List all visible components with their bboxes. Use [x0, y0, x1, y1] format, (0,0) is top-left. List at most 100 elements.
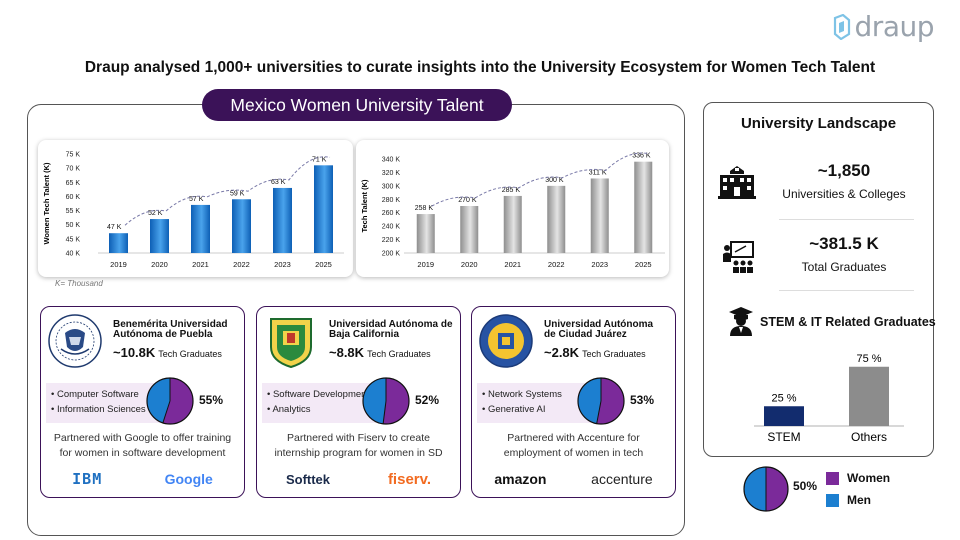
partnership-text: Partnered with Google to offer training … [41, 431, 244, 461]
university-name-line-1: Universidad Autónoma [544, 319, 654, 330]
university-name: Universidad Autónoma de Ciudad Juárez [544, 320, 674, 340]
tech-graduates: ~2.8K Tech Graduates [544, 345, 646, 360]
pie-slice-women [766, 467, 788, 511]
skills-box: • Network Systems • Generative AI [477, 383, 594, 423]
skill-item: • Information Sciences [51, 404, 146, 415]
partnership-line-1: Partnered with Accenture for [507, 432, 640, 444]
partner-logos: amazon accenture [472, 469, 675, 489]
ciudad-juarez-seal-icon [479, 314, 533, 368]
y-tick-label: 75 K [66, 152, 81, 159]
skill-item: • Generative AI [482, 404, 546, 415]
tech-graduates-label: Tech Graduates [582, 349, 646, 359]
universities-label: Universities & Colleges [782, 187, 906, 201]
university-card-baja-california: Universidad Autónoma de Baja California … [256, 306, 461, 498]
stem-chart-title: STEM & IT Related Graduates [760, 315, 936, 329]
women-share-label: 52% [415, 393, 440, 407]
pie-slice-women [596, 378, 624, 424]
legend-women: Women [826, 471, 890, 485]
bar [150, 219, 169, 253]
bar-value-label: 300 K [545, 177, 564, 184]
legend-women-swatch [826, 471, 839, 485]
bar-value-label: 258 K [415, 205, 434, 212]
university-landscape-panel: University Landscape ~1,850 Universities… [703, 102, 936, 457]
tech-graduates-value: ~2.8K [544, 345, 580, 360]
bar [109, 233, 128, 253]
bar-value-label: 75 % [856, 353, 881, 365]
draup-logo-text: draup [854, 10, 935, 43]
partner-logos: Softtek fiserv. [257, 469, 460, 489]
women-tech-talent-chart-card: Women Tech Talent (K) 40 K 45 K 50 K 55 K 60 … [38, 140, 353, 277]
legend-pie-label: 50% [793, 479, 818, 493]
partnership-line-2: for women in software development [59, 447, 226, 459]
teacher-students-icon [723, 241, 754, 273]
bar-value-label: 270 K [458, 197, 477, 204]
y-tick-label: 40 K [66, 251, 81, 258]
women-share-pie [577, 377, 625, 425]
skill-item: • Computer Software [51, 389, 139, 400]
university-name-line-1: Benemérita Universidad [113, 319, 228, 330]
graduates-label: Total Graduates [801, 260, 887, 274]
legend-women-label: Women [847, 471, 891, 485]
partnership-text: Partnered with Fiserv to create internsh… [257, 431, 460, 461]
bar [849, 366, 889, 426]
puebla-seal-icon [48, 314, 102, 368]
universities-count: ~1,850 [817, 161, 871, 180]
stem-vs-others-chart: 25 % STEM 75 % Others [754, 353, 904, 444]
bar [547, 185, 566, 253]
legend-pie [743, 466, 789, 512]
y-tick-label: 340 K [382, 157, 401, 164]
x-tick-label: 2023 [591, 260, 608, 269]
unit-note: K= Thousand [55, 279, 103, 288]
pie-divider [596, 400, 602, 424]
skills-box: • Software Development • Analytics [262, 383, 379, 423]
bar-value-label: 63 K [271, 179, 286, 186]
tech-graduates-value: ~10.8K [113, 345, 156, 360]
x-tick-label: 2022 [548, 260, 565, 269]
y-axis-label: Women Tech Talent (K) [42, 162, 51, 245]
tech-graduates-label: Tech Graduates [158, 349, 222, 359]
bar [460, 206, 479, 253]
university-name-line-2: de Ciudad Juárez [544, 329, 627, 340]
ibm-logo: IBM [72, 470, 103, 488]
bar [503, 195, 522, 253]
bar [232, 199, 251, 253]
y-tick-label: 70 K [66, 166, 81, 173]
bar [634, 161, 653, 253]
draup-logo-icon [833, 13, 850, 40]
bar-value-label: 336 K [632, 153, 651, 160]
x-tick-label: 2019 [110, 260, 127, 269]
trend-line [124, 156, 331, 226]
university-card-ciudad-juarez: Universidad Autónoma de Ciudad Juárez ~2… [471, 306, 676, 498]
google-logo: Google [164, 471, 213, 487]
legend-men: Men [826, 493, 871, 507]
bar-value-label: 71 K [312, 156, 327, 163]
bar [764, 406, 804, 426]
bar-value-label: 25 % [771, 392, 796, 404]
divider [779, 219, 914, 220]
x-tick-label: 2020 [461, 260, 478, 269]
university-name-line-1: Universidad Autónoma de [329, 319, 453, 330]
x-tick-label: 2023 [274, 260, 291, 269]
women-tech-talent-chart: Women Tech Talent (K) 40 K 45 K 50 K 55 K 60 … [42, 152, 344, 269]
x-tick-label: 2025 [315, 260, 332, 269]
tech-talent-chart-card: Tech Talent (K) 200 K 220 K 240 K 260 K 280 K… [356, 140, 669, 277]
partnership-text: Partnered with Accenture for employment … [472, 431, 675, 461]
bar-value-label: 52 K [148, 210, 163, 217]
tech-talent-chart: Tech Talent (K) 200 K 220 K 240 K 260 K 280 K… [360, 152, 665, 269]
y-tick-label: 320 K [382, 170, 401, 177]
x-tick-label: 2020 [151, 260, 168, 269]
pie-divider [162, 400, 171, 424]
divider [779, 290, 914, 291]
bar [191, 204, 210, 253]
x-tick-label: 2019 [417, 260, 434, 269]
y-tick-label: 45 K [66, 236, 81, 243]
tech-graduates: ~8.8K Tech Graduates [329, 345, 431, 360]
graduates-count: ~381.5 K [809, 234, 879, 253]
skill-item: • Network Systems [482, 389, 562, 400]
partnership-line-2: internship program for women in SD [274, 447, 443, 459]
trend-line [431, 152, 650, 207]
skill-item: • Software Development [267, 389, 370, 400]
y-tick-label: 200 K [382, 251, 401, 258]
tech-graduates-value: ~8.8K [329, 345, 365, 360]
skills-box: • Computer Software • Information Scienc… [46, 383, 163, 423]
